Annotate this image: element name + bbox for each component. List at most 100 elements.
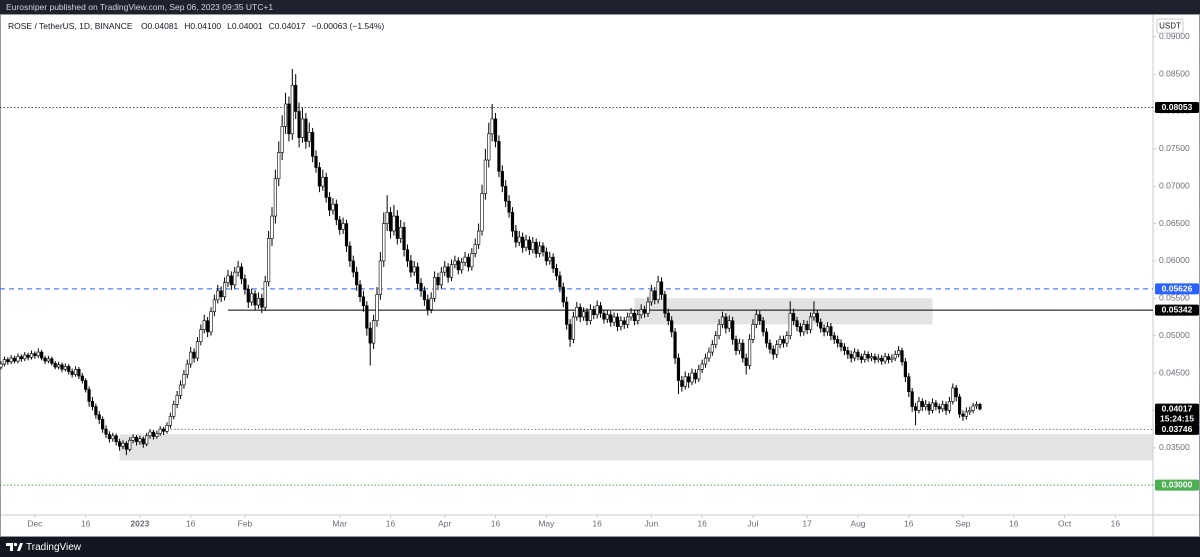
x-tick-label: 2023 <box>130 518 149 528</box>
legend-field: L0.04001 <box>227 21 263 31</box>
candle-body <box>815 312 819 323</box>
candle-body <box>795 320 799 327</box>
candle-body <box>615 316 620 327</box>
candle-body <box>974 404 979 407</box>
candle-body <box>311 132 315 157</box>
candle-body <box>317 167 322 187</box>
candle-body <box>412 266 416 273</box>
candle-body <box>70 371 74 375</box>
candle-body <box>267 238 271 283</box>
candle-body <box>659 281 664 295</box>
price-tag-label: 0.05342 <box>1162 305 1193 315</box>
candle-body <box>859 356 863 360</box>
currency-box[interactable] <box>1156 18 1184 34</box>
candle-body <box>609 314 613 323</box>
x-tick-label: Dec <box>27 518 43 528</box>
candle-body <box>629 312 633 318</box>
candle-body <box>334 203 338 221</box>
candle-body <box>504 185 508 202</box>
candle-body <box>866 354 870 359</box>
candle-body <box>107 433 112 440</box>
publisher-note: Eurosniper published on TradingView.com,… <box>6 2 273 12</box>
x-tick-label: 16 <box>491 518 501 528</box>
candle-body <box>670 320 674 333</box>
x-tick-label: 16 <box>904 518 914 528</box>
candle-body <box>592 309 596 316</box>
candle-body <box>426 299 430 310</box>
x-tick-label: 17 <box>802 518 812 528</box>
candle-body <box>53 362 57 368</box>
candle-body <box>36 351 40 357</box>
price-tag-sublabel: 15:24:15 <box>1160 413 1194 423</box>
candle-body <box>202 320 206 330</box>
candle-body <box>805 324 809 330</box>
candle-body <box>951 387 955 402</box>
currency-label[interactable]: USDT <box>1159 22 1181 31</box>
candle-body <box>222 282 227 298</box>
candle-body <box>500 170 504 187</box>
candle-body <box>297 111 301 138</box>
candle-body <box>246 289 250 303</box>
y-tick-label: 0.07000 <box>1159 180 1190 190</box>
candle-body <box>680 380 684 387</box>
candle-body <box>94 406 98 416</box>
candle-body <box>134 436 139 443</box>
candle-body <box>544 251 548 262</box>
price-tag-label: 0.08053 <box>1162 102 1193 112</box>
candle-body <box>957 396 962 415</box>
x-tick-label: Sep <box>955 518 970 528</box>
candle-body <box>764 331 769 344</box>
legend: ROSE / TetherUS, 1D, BINANCE O0.04081 H0.… <box>8 21 384 31</box>
candle-body <box>67 365 71 372</box>
price-tag-label: 0.03746 <box>1162 424 1193 434</box>
x-tick-label: 16 <box>186 518 196 528</box>
candle-body <box>256 297 261 306</box>
candle-body <box>460 262 464 271</box>
candle-body <box>964 411 968 417</box>
brand-name: TradingView <box>26 542 82 553</box>
candle-body <box>29 353 34 358</box>
y-tick-label: 0.06500 <box>1159 218 1190 228</box>
x-tick-label: Apr <box>438 518 451 528</box>
candle-body <box>443 266 447 273</box>
top-bar <box>0 0 1200 14</box>
candle-body <box>236 266 240 273</box>
candle-body <box>910 391 914 407</box>
candle-body <box>63 365 67 370</box>
candle-body <box>869 356 874 359</box>
candle-body <box>26 354 30 358</box>
candle-body <box>375 294 379 322</box>
candle-body <box>419 283 423 292</box>
candle-body <box>40 351 44 359</box>
y-tick-label: 0.03500 <box>1159 442 1190 452</box>
candle-body <box>456 260 460 271</box>
candle-body <box>182 374 186 386</box>
candle-body <box>832 335 836 340</box>
candle-body <box>361 296 366 307</box>
y-tick-label: 0.07500 <box>1159 143 1190 153</box>
candle-body <box>812 312 816 318</box>
candle-body <box>598 305 603 314</box>
zone <box>634 298 933 325</box>
candle-body <box>151 431 156 437</box>
candle-body <box>941 404 945 410</box>
candle-body <box>60 364 64 370</box>
candle-body <box>0 363 3 368</box>
candle-body <box>734 339 738 351</box>
candle-body <box>348 245 352 262</box>
candle-body <box>483 159 487 194</box>
candle-body <box>527 239 532 251</box>
candle-body <box>263 281 267 308</box>
candle-body <box>880 357 884 362</box>
candle-body <box>897 350 901 355</box>
candle-body <box>903 361 907 378</box>
candle-body <box>470 253 474 268</box>
axes: 0.030000.035000.040000.045000.050000.055… <box>27 31 1199 528</box>
candle-body <box>212 299 217 313</box>
candle-body <box>87 389 91 402</box>
candle-body <box>304 118 308 142</box>
candle-body <box>507 200 511 213</box>
bottom-bar <box>0 537 1200 557</box>
candle-body <box>602 312 606 320</box>
